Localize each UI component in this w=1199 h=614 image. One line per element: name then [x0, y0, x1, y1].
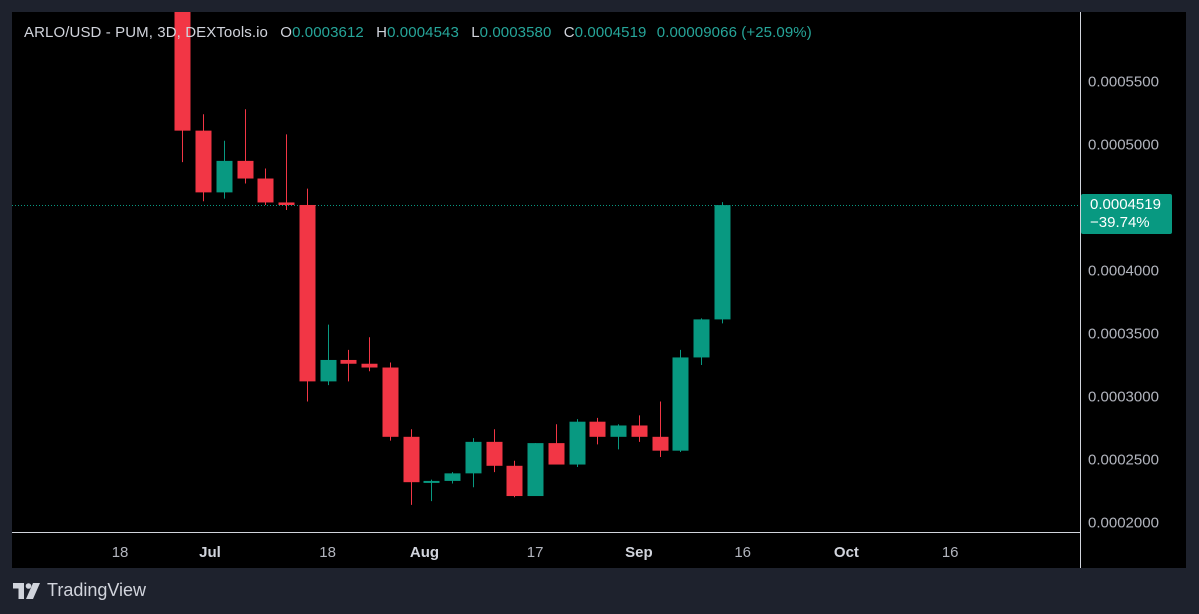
- candle-body[interactable]: [382, 367, 399, 437]
- x-tick-label: Aug: [410, 544, 439, 561]
- x-tick-label: 17: [527, 544, 544, 561]
- candle[interactable]: [195, 114, 212, 202]
- candle-body[interactable]: [444, 473, 461, 481]
- legend-open-value: 0.0003612: [292, 24, 364, 41]
- candle-body[interactable]: [423, 480, 440, 483]
- candle[interactable]: [299, 188, 316, 402]
- candle-body[interactable]: [216, 160, 233, 193]
- x-tick-label: Oct: [834, 544, 859, 561]
- candle[interactable]: [423, 479, 440, 502]
- candle[interactable]: [610, 424, 627, 450]
- chart-legend: ARLO/USD - PUM, 3D, DEXTools.io O0.00036…: [24, 24, 812, 41]
- candle-body[interactable]: [486, 441, 503, 466]
- y-tick-label: 0.0002000: [1088, 515, 1159, 532]
- candle[interactable]: [589, 417, 606, 445]
- candle[interactable]: [278, 134, 295, 211]
- candle-body[interactable]: [693, 319, 710, 358]
- legend-close-key: C: [563, 24, 575, 41]
- candle-body[interactable]: [257, 178, 274, 203]
- y-tick-label: 0.0003500: [1088, 326, 1159, 343]
- legend-open-key: O: [280, 24, 293, 41]
- x-tick-label: 18: [112, 544, 129, 561]
- legend-low-key: L: [471, 24, 480, 41]
- legend-high-key: H: [376, 24, 388, 41]
- candle[interactable]: [444, 472, 461, 484]
- chart-frame[interactable]: 0.00055000.00050000.00045000.00040000.00…: [12, 12, 1186, 568]
- candle-body[interactable]: [527, 443, 544, 497]
- candle[interactable]: [527, 443, 544, 497]
- candle[interactable]: [361, 337, 378, 372]
- candle[interactable]: [465, 438, 482, 488]
- candle[interactable]: [382, 362, 399, 441]
- x-tick-label: 16: [942, 544, 959, 561]
- candle[interactable]: [672, 349, 689, 452]
- candle-body[interactable]: [652, 436, 669, 451]
- x-tick-label: Sep: [625, 544, 653, 561]
- time-axis[interactable]: 18 Jul 18 Aug 17 Sep 16 Oct 16: [112, 544, 959, 561]
- candle-body[interactable]: [320, 359, 337, 382]
- candle-body[interactable]: [174, 12, 191, 131]
- candle-body[interactable]: [548, 443, 565, 465]
- candle-body[interactable]: [506, 465, 523, 497]
- x-tick-label: 18: [319, 544, 336, 561]
- candle-body[interactable]: [610, 425, 627, 437]
- candle-body[interactable]: [589, 421, 606, 437]
- candle-body[interactable]: [195, 130, 212, 193]
- candle[interactable]: [569, 419, 586, 468]
- legend-title: ARLO/USD - PUM, 3D, DEXTools.io: [24, 24, 268, 41]
- candle[interactable]: [652, 401, 669, 457]
- y-tick-label: 0.0003000: [1088, 389, 1159, 406]
- candle[interactable]: [693, 318, 710, 365]
- candle[interactable]: [257, 168, 274, 205]
- candle[interactable]: [486, 429, 503, 473]
- x-tick-label: 16: [734, 544, 751, 561]
- legend-change-value: 0.00009066 (+25.09%): [656, 24, 812, 41]
- price-axis[interactable]: 0.00055000.00050000.00045000.00040000.00…: [1088, 74, 1159, 532]
- brand-name: TradingView: [47, 580, 147, 600]
- y-tick-label: 0.0002500: [1088, 452, 1159, 469]
- candle-body[interactable]: [569, 421, 586, 465]
- legend-low-value: 0.0003580: [479, 24, 552, 41]
- candle-body[interactable]: [278, 202, 295, 205]
- candle-body[interactable]: [672, 357, 689, 451]
- candle[interactable]: [506, 460, 523, 498]
- tradingview-brand[interactable]: TradingView: [13, 580, 146, 601]
- candles-layer[interactable]: [174, 12, 731, 505]
- current-price-tag: 0.0004519 −39.74%: [1081, 193, 1172, 234]
- candle-body[interactable]: [714, 205, 731, 320]
- candle[interactable]: [548, 424, 565, 465]
- candle[interactable]: [403, 429, 420, 505]
- y-tick-label: 0.0004000: [1088, 263, 1159, 280]
- candle-body[interactable]: [237, 160, 254, 179]
- price-change-percent: −39.74%: [1090, 213, 1150, 231]
- tradingview-logo-icon: [13, 582, 40, 599]
- candle[interactable]: [340, 349, 357, 382]
- candle[interactable]: [174, 12, 191, 163]
- candle[interactable]: [216, 140, 233, 199]
- candle[interactable]: [320, 324, 337, 386]
- chart-svg[interactable]: 0.00055000.00050000.00045000.00040000.00…: [12, 12, 1186, 568]
- candle-body[interactable]: [340, 359, 357, 364]
- candle-body[interactable]: [631, 425, 648, 437]
- candle-body[interactable]: [465, 441, 482, 474]
- legend-high-value: 0.0004543: [387, 24, 459, 41]
- candle[interactable]: [631, 415, 648, 442]
- legend-close-value: 0.0004519: [574, 24, 647, 41]
- candle-body[interactable]: [361, 363, 378, 368]
- y-tick-label: 0.0005500: [1088, 74, 1159, 91]
- x-tick-label: Jul: [199, 544, 221, 561]
- candle[interactable]: [714, 202, 731, 324]
- candle[interactable]: [237, 109, 254, 184]
- current-price-label: 0.0004519: [1090, 195, 1161, 213]
- y-tick-label: 0.0005000: [1088, 137, 1159, 154]
- candle-body[interactable]: [299, 204, 316, 382]
- candle-body[interactable]: [403, 436, 420, 483]
